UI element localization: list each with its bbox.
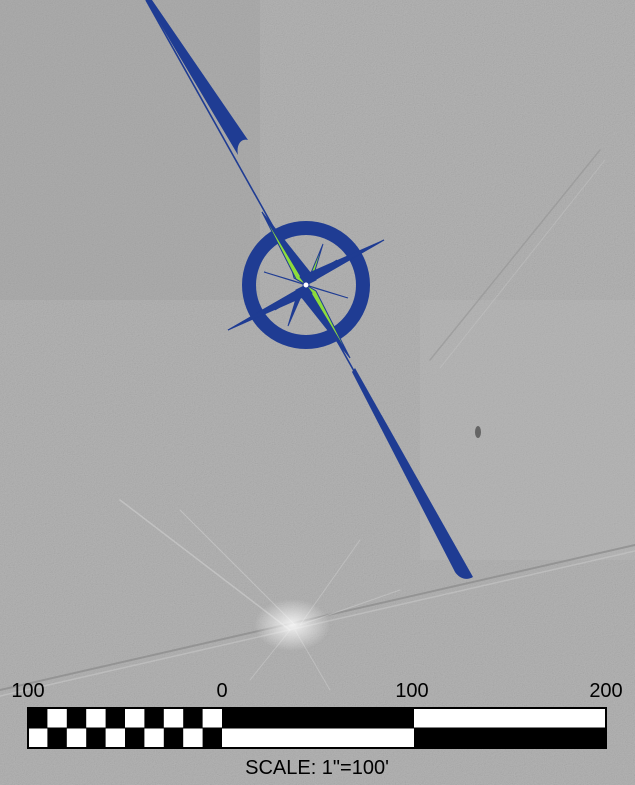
dark-speck: [475, 426, 481, 438]
scale-bar: [27, 707, 607, 749]
scale-caption: SCALE: 1"=100': [245, 757, 389, 779]
scale-label-200: 200: [589, 680, 623, 702]
scale-label-100-left: 100: [11, 680, 45, 702]
scale-label-100: 100: [395, 680, 429, 702]
bright-spot: [254, 599, 330, 651]
scale-bar-segment-100-200: [414, 728, 606, 748]
scale-bar-segment-0-100: [222, 708, 414, 728]
compass-rose: [227, 211, 385, 359]
scale-bar-checker: [28, 708, 222, 748]
scale-label-0: 0: [216, 680, 228, 702]
compass-ring: [242, 221, 370, 349]
north-arrow: [145, 0, 473, 579]
north-arrow-tail-bottom: [352, 368, 473, 579]
north-arrow-tail-top: [146, 0, 248, 155]
